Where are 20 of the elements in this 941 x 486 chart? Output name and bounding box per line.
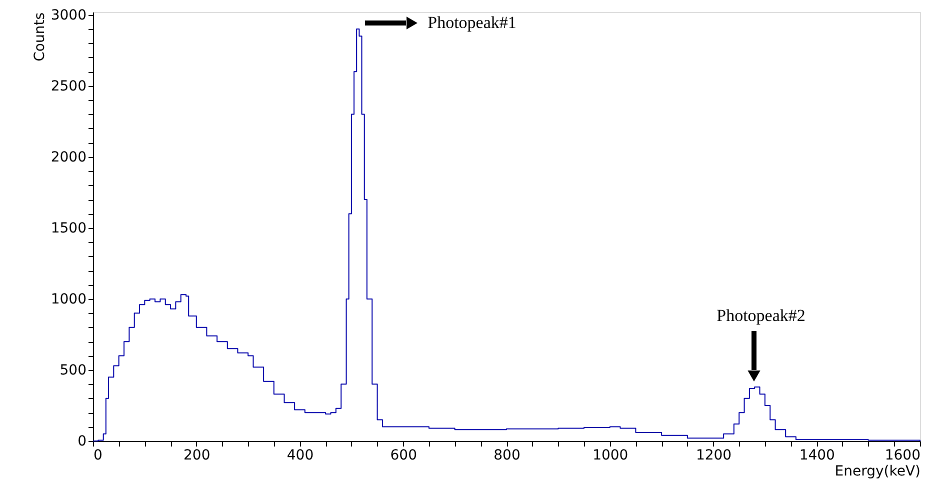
y-tick-label: 1500 (50, 220, 86, 236)
x-tick-label: 1600 (884, 448, 920, 464)
y-tick-label: 2000 (50, 149, 86, 166)
x-tick-label: 1200 (696, 448, 732, 464)
x-tick-label: 0 (94, 448, 102, 464)
y-tick-label: 0 (78, 434, 86, 450)
y-tick-label: 1000 (50, 291, 86, 308)
x-tick-label: 600 (390, 448, 417, 464)
y-tick-label: 2500 (50, 78, 86, 94)
y-axis-title: Counts (32, 12, 48, 62)
y-tick-label: 3000 (50, 7, 86, 24)
y-tick-label: 500 (60, 362, 86, 378)
x-axis-title: Energy(keV) (834, 464, 920, 480)
x-tick-label: 200 (184, 448, 210, 464)
x-tick-label: 1400 (799, 448, 835, 464)
annotation: Photopeak#1 (428, 13, 516, 32)
x-tick-label: 1000 (592, 448, 628, 464)
annotation: Photopeak#2 (716, 306, 806, 325)
x-tick-label: 400 (286, 448, 314, 464)
x-tick-label: 800 (494, 448, 520, 464)
